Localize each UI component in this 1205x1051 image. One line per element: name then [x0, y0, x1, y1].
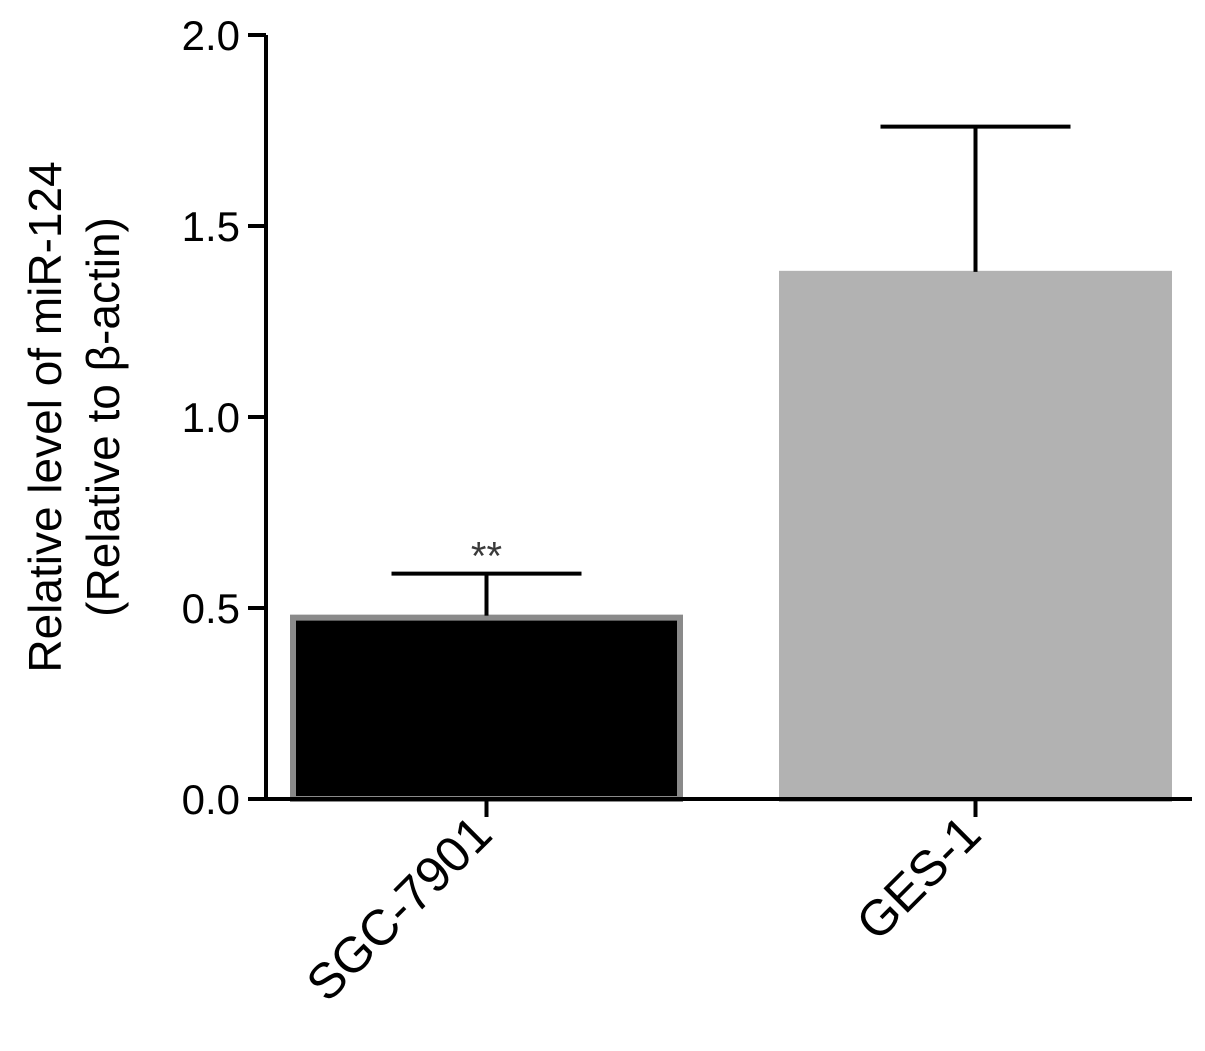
- y-axis-title: Relative level of miR-124 (Relative to β-…: [19, 161, 129, 672]
- bar-ges-1: [779, 270, 1172, 802]
- bars-group: [290, 270, 1172, 803]
- x-tick-label: GES-1: [846, 805, 992, 951]
- x-tick-label: SGC-7901: [296, 805, 503, 1012]
- y-ticks-group: 0.0 0.5 1.0 1.5 2.0: [182, 12, 266, 823]
- y-tick-label: 1.0: [182, 394, 240, 441]
- x-ticks-group: SGC-7901 GES-1: [296, 799, 992, 1012]
- bar-sgc-7901: [290, 614, 683, 803]
- y-tick-label: 0.0: [182, 776, 240, 823]
- y-tick-label: 1.5: [182, 203, 240, 250]
- y-axis-title-line-1: Relative level of miR-124: [19, 161, 71, 672]
- error-bars-group: [391, 124, 1071, 616]
- significance-label: **: [471, 535, 502, 579]
- y-axis-title-line-2: (Relative to β-actin): [77, 217, 129, 617]
- y-tick-label: 0.5: [182, 585, 240, 632]
- annotations-group: **: [471, 535, 502, 579]
- y-tick-label: 2.0: [182, 12, 240, 59]
